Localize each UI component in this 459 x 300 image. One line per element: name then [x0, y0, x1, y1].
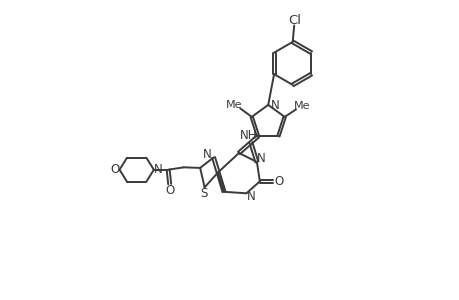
Text: NH: NH	[239, 130, 257, 142]
Text: N: N	[270, 99, 279, 112]
Text: Cl: Cl	[288, 14, 301, 27]
Text: O: O	[274, 175, 283, 188]
Text: N: N	[246, 190, 255, 203]
Text: Me: Me	[294, 101, 310, 111]
Text: N: N	[257, 152, 265, 166]
Text: O: O	[165, 184, 174, 196]
Text: N: N	[154, 163, 162, 176]
Text: N: N	[203, 148, 212, 161]
Text: S: S	[200, 188, 207, 200]
Text: Me: Me	[225, 100, 241, 110]
Text: O: O	[110, 163, 119, 176]
